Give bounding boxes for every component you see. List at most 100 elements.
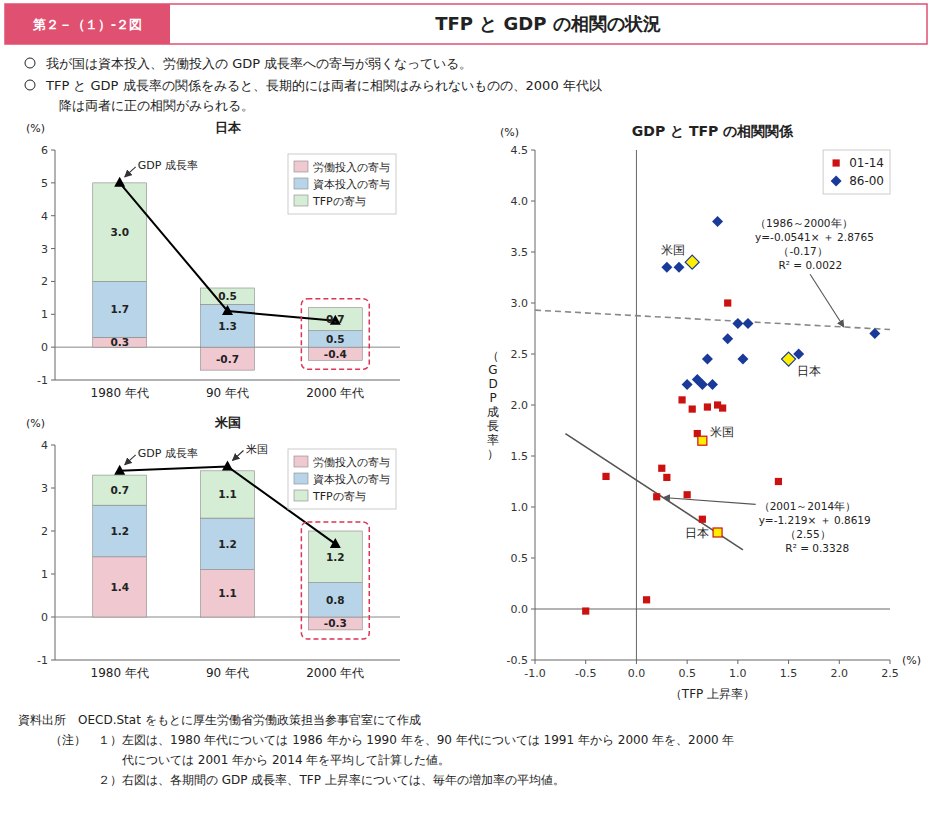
scatter-point [689,405,696,412]
data-label: 1.4 [110,581,129,593]
y-tick-label: 0.5 [511,552,529,565]
x-tick-label: 1980 年代 [91,666,149,680]
highlighted-point [698,436,707,445]
y-axis-label-char: G [488,363,497,377]
subtitle: 我が国は資本投入、労働投入の GDP 成長率への寄与が弱くなっている。 [46,56,472,71]
legend-label: 労働投入の寄与 [313,456,390,469]
y-axis-label-char: （ [487,349,499,363]
data-label: 1.2 [218,538,237,550]
bar-segment [201,288,255,304]
annotation-arrow [125,455,136,465]
x-tick-label: 0.0 [628,667,646,680]
trend-annotation: （2001～2014年） [759,500,856,512]
chart-title: 日本 [215,120,242,135]
legend-label: 86-00 [849,174,884,188]
x-tick-label: 1980 年代 [91,386,149,400]
legend-label: 資本投入の寄与 [313,473,390,486]
x-tick-label: 2.5 [881,667,899,680]
x-axis-label: （TFP 上昇率） [670,687,755,701]
highlight-box [301,299,369,370]
data-label: -0.4 [324,348,347,360]
page-title: TFP と GDP の相関の状況 [435,13,660,34]
y-tick-label: 2.5 [511,348,529,361]
scatter-point [643,596,650,603]
y-tick-label: -1 [37,654,48,667]
scatter-point [719,404,726,411]
trend-annotation: （1986～2000年） [755,217,852,229]
x-tick-label: 1.0 [729,667,747,680]
bullet [25,58,35,68]
y-tick-label: 2 [41,275,48,288]
y-tick [51,248,55,249]
legend-box [823,150,890,194]
y-tick [51,150,55,151]
subtitle: 降は両者に正の相関がみられる。 [46,98,254,113]
header-label-box [5,4,170,44]
legend-swatch [294,456,308,467]
chart-title: 米国 [214,415,241,430]
x-tick [585,660,586,664]
x-tick-label: 90 年代 [206,666,249,680]
scatter-point [775,478,782,485]
scatter-point [674,262,685,273]
y-tick-label: 6 [41,144,48,157]
y-tick [51,347,55,348]
x-axis [535,660,890,661]
legend-box [288,154,396,214]
trend-annotation: y=-0.0541× ＋ 2.8765 [755,231,874,243]
line-marker [222,305,233,315]
scatter-point [684,491,691,498]
scatter-point [869,328,880,339]
legend-label: TFPの寄与 [312,195,366,208]
data-label: 1.1 [218,587,237,599]
legend-swatch [294,161,308,172]
y-axis [55,150,56,380]
y-axis-label-char: 率 [487,433,499,447]
y-axis-label: (%) [26,122,45,135]
data-label: 1.7 [110,303,129,315]
data-label: 0.5 [326,333,345,345]
bar-segment [201,471,255,518]
annotation-arrow [125,167,136,177]
line-marker [114,465,125,475]
y-tick [531,660,535,661]
y-tick [51,488,55,489]
data-label: 0.3 [110,336,129,348]
legend: 労働投入の寄与資本投入の寄与TFPの寄与 [288,449,396,509]
x-tick [890,660,891,664]
footnote: ２）右図は、各期間の GDP 成長率、TFP 上昇率については、毎年の増加率の平… [50,773,565,787]
trend-annotation: R² = 0.3328 [759,542,849,554]
y-tick-label: 1.5 [511,450,529,463]
y-tick-label: 3.0 [511,297,529,310]
annotation: 米国 [246,443,268,456]
scatter-point [737,354,748,365]
y-tick-label: 3 [41,482,48,495]
scatter-point [602,473,609,480]
scatter-point [724,299,731,306]
x-tick [687,660,688,664]
x-tick [535,660,536,664]
legend-marker [833,159,840,166]
x-tick-label: -0.5 [575,667,596,680]
scatter-point [582,607,589,614]
line-marker [222,461,233,471]
bar-segment [201,570,255,617]
y-tick [51,617,55,618]
trend-line [535,310,890,329]
y-tick-label: 1 [41,308,48,321]
bar-segment [308,617,362,630]
bar-segment [201,304,255,347]
highlighted-point [685,255,699,269]
x-tick-label: 2000 年代 [306,386,364,400]
highlighted-point [713,528,722,537]
y-axis-label-char: D [488,377,497,391]
y-tick-label: 0.0 [511,603,529,616]
y-tick-label: 4 [41,439,48,452]
point-label: 日本 [685,526,709,540]
data-label: 3.0 [110,226,129,238]
x-tick [788,660,789,664]
data-label: 0.7 [326,313,345,325]
point-label: 日本 [797,364,821,378]
data-label: -0.7 [216,353,239,365]
line [120,183,336,321]
